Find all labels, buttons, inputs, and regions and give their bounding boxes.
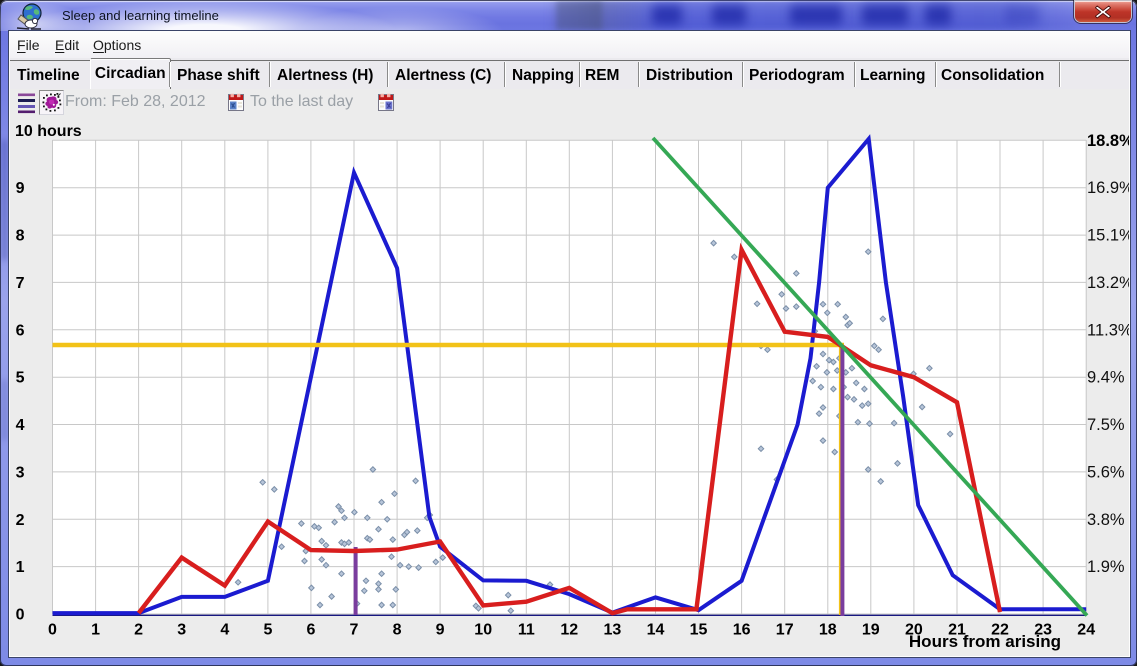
svg-text:5: 5: [16, 370, 25, 387]
svg-text:0: 0: [48, 622, 57, 639]
svg-text:16: 16: [733, 622, 751, 639]
svg-text:24: 24: [1077, 622, 1095, 639]
svg-text:4: 4: [16, 417, 25, 434]
svg-text:11: 11: [518, 622, 535, 639]
svg-text:15: 15: [690, 622, 708, 639]
svg-text:4: 4: [220, 622, 229, 639]
svg-text:1.9%: 1.9%: [1087, 558, 1125, 576]
svg-text:8: 8: [393, 622, 402, 639]
svg-text:8: 8: [16, 228, 25, 245]
svg-text:3: 3: [16, 464, 25, 481]
svg-text:5: 5: [263, 622, 272, 639]
svg-text:Hours from arising: Hours from arising: [909, 632, 1061, 651]
svg-text:7.5%: 7.5%: [1087, 416, 1125, 434]
svg-text:9.4%: 9.4%: [1087, 369, 1125, 387]
svg-text:2: 2: [134, 622, 143, 639]
svg-text:3.8%: 3.8%: [1087, 511, 1125, 529]
svg-text:18: 18: [819, 622, 837, 639]
svg-text:10: 10: [474, 622, 492, 639]
svg-text:1: 1: [16, 559, 25, 576]
svg-text:6: 6: [16, 322, 25, 339]
svg-text:14: 14: [647, 622, 665, 639]
svg-text:23: 23: [1034, 622, 1052, 639]
svg-text:13: 13: [604, 622, 622, 639]
svg-text:22: 22: [991, 622, 1009, 639]
svg-text:21: 21: [948, 622, 966, 639]
svg-text:7: 7: [350, 622, 359, 639]
svg-text:2: 2: [16, 512, 25, 529]
svg-text:12: 12: [560, 622, 578, 639]
svg-text:6: 6: [306, 622, 315, 639]
svg-text:13.2%: 13.2%: [1087, 274, 1129, 292]
svg-text:3: 3: [177, 622, 186, 639]
svg-text:7: 7: [16, 275, 25, 292]
svg-text:19: 19: [862, 622, 880, 639]
svg-text:15.1%: 15.1%: [1087, 227, 1129, 245]
svg-text:18.8%: 18.8%: [1087, 132, 1129, 150]
svg-text:9: 9: [436, 622, 445, 639]
svg-text:0: 0: [16, 607, 25, 624]
svg-text:10 hours: 10 hours: [15, 123, 82, 140]
svg-text:20: 20: [905, 622, 923, 639]
svg-text:5.6%: 5.6%: [1087, 463, 1125, 481]
svg-text:17: 17: [776, 622, 794, 639]
svg-text:16.9%: 16.9%: [1087, 179, 1129, 197]
svg-text:1: 1: [91, 622, 100, 639]
svg-text:11.3%: 11.3%: [1087, 321, 1129, 339]
svg-text:9: 9: [16, 180, 25, 197]
